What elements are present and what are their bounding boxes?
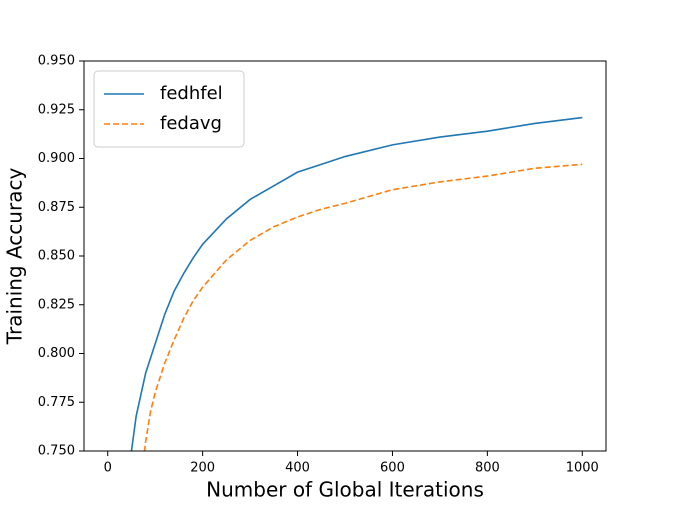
y-axis-label: Training Accuracy: [3, 168, 27, 346]
legend-label: fedhfel: [160, 83, 223, 104]
legend-label: fedavg: [160, 113, 222, 134]
y-tick-label: 0.775: [38, 395, 75, 410]
x-tick-label: 400: [285, 461, 310, 476]
y-tick-label: 0.875: [38, 200, 75, 215]
x-tick-label: 0: [104, 461, 112, 476]
x-tick-label: 200: [190, 461, 215, 476]
y-tick-label: 0.800: [38, 346, 75, 361]
series-line: [130, 116, 583, 451]
series-line: [143, 163, 583, 451]
y-tick-label: 0.825: [38, 297, 75, 312]
y-tick-label: 0.750: [38, 444, 75, 459]
x-tick-label: 1000: [566, 461, 599, 476]
x-axis-label: Number of Global Iterations: [206, 478, 484, 502]
y-tick-label: 0.850: [38, 249, 75, 264]
x-tick-label: 800: [475, 461, 500, 476]
plot-frame: [83, 60, 607, 452]
plot-lines: [130, 116, 583, 451]
y-tick-label: 0.925: [38, 102, 75, 117]
x-tick-label: 600: [380, 461, 405, 476]
legend-box: [93, 70, 245, 148]
y-tick-label: 0.950: [38, 54, 75, 69]
y-tick-label: 0.900: [38, 151, 75, 166]
